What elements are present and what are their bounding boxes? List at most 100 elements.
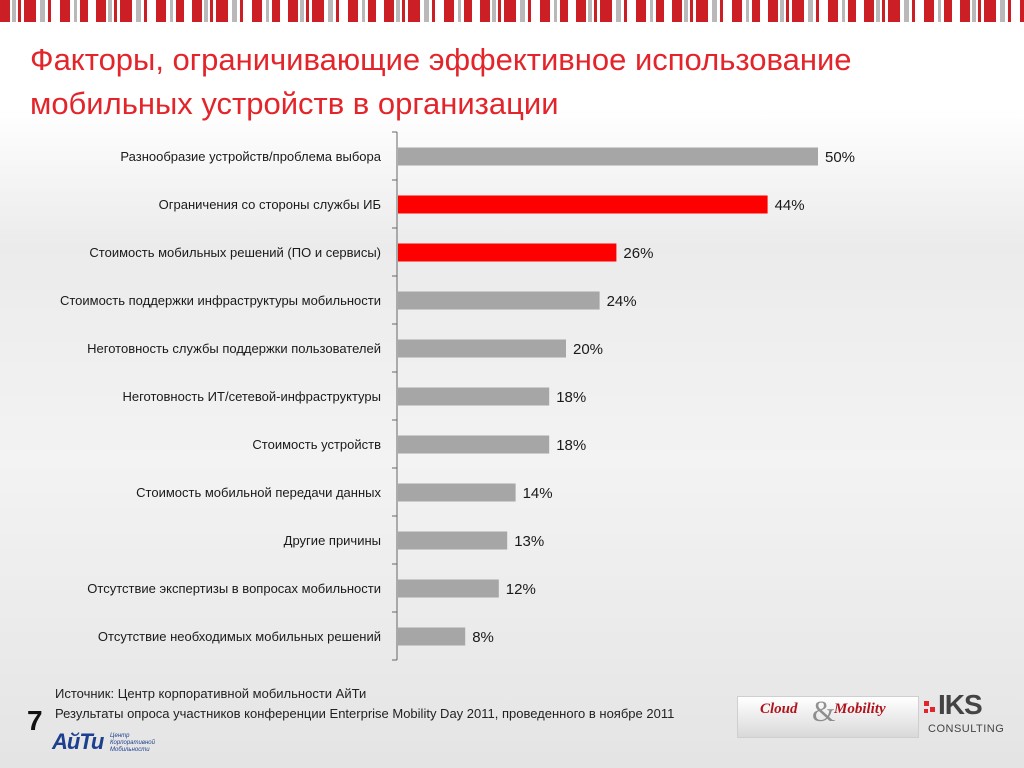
stripe-segment — [848, 0, 856, 22]
stripe-segment — [444, 0, 454, 22]
category-label: Другие причины — [284, 533, 381, 548]
stripe-segment — [924, 0, 934, 22]
bar — [398, 339, 566, 358]
stripe-segment — [24, 0, 36, 22]
stripe-segment — [272, 0, 280, 22]
value-label: 14% — [523, 485, 553, 502]
stripe-segment — [888, 0, 900, 22]
stripe-segment — [204, 0, 208, 22]
stripe-segment — [492, 0, 496, 22]
stripe-segment — [136, 0, 141, 22]
title-line-2: мобильных устройств в организации — [30, 86, 559, 121]
value-label: 20% — [573, 341, 603, 358]
cloud-logo-word-cloud: Cloud — [760, 701, 798, 717]
stripe-segment — [960, 0, 970, 22]
stripe-segment — [842, 0, 845, 22]
stripe-segment — [60, 0, 70, 22]
cloud-mobility-logo: Cloud & Mobility — [737, 695, 919, 738]
stripe-segment — [170, 0, 173, 22]
category-label: Стоимость мобильной передачи данных — [136, 485, 381, 500]
value-label: 18% — [556, 437, 586, 454]
stripe-segment — [650, 0, 653, 22]
stripe-segment — [696, 0, 708, 22]
stripe-segment — [594, 0, 597, 22]
bar — [398, 531, 508, 550]
stripe-segment — [828, 0, 838, 22]
value-labels-group: 50% 44% 26% 24% 20% 18% 18% 14% 13% 12% 8% — [472, 149, 855, 646]
stripe-segment — [408, 0, 420, 22]
iks-logo-word: IKS — [938, 689, 983, 720]
source-note: Источник: Центр корпоративной мобильност… — [55, 684, 674, 724]
stripe-segment — [690, 0, 693, 22]
iks-consulting-logo: IKS CONSULTING — [924, 689, 1004, 739]
stripe-segment — [528, 0, 531, 22]
bars-group — [398, 147, 818, 646]
stripe-segment — [882, 0, 885, 22]
stripe-segment — [192, 0, 202, 22]
slide-number: 7 — [27, 705, 43, 736]
stripe-segment — [348, 0, 358, 22]
stripe-segment — [732, 0, 742, 22]
category-label: Разнообразие устройств/проблема выбора — [120, 149, 381, 164]
category-label: Отсутствие необходимых мобильных решений — [98, 629, 381, 644]
stripe-segment — [520, 0, 525, 22]
stripe-segment — [752, 0, 760, 22]
stripe-segment — [48, 0, 51, 22]
page-title: Факторы, ограничивающие эффективное испо… — [30, 38, 990, 126]
stripe-segment — [108, 0, 112, 22]
stripe-segment — [972, 0, 976, 22]
title-line-1: Факторы, ограничивающие эффективное испо… — [30, 42, 852, 77]
stripe-segment — [288, 0, 298, 22]
source-line-2: Результаты опроса участников конференции… — [55, 706, 675, 721]
stripe-segment — [176, 0, 184, 22]
stripe-segment — [232, 0, 237, 22]
stripe-segment — [786, 0, 789, 22]
stripe-segment — [114, 0, 117, 22]
source-line-1: Источник: Центр корпоративной мобильност… — [55, 686, 367, 701]
category-label: Неготовность ИТ/сетевой-инфраструктуры — [122, 389, 381, 404]
stripe-segment — [458, 0, 461, 22]
stripe-segment — [362, 0, 365, 22]
bar — [398, 291, 600, 310]
iks-logo-subtitle: CONSULTING — [928, 723, 1005, 735]
value-label: 24% — [607, 293, 637, 310]
stripe-segment — [672, 0, 682, 22]
category-labels-group: Разнообразие устройств/проблема выбора Ог… — [60, 149, 382, 644]
stripe-segment — [336, 0, 339, 22]
value-label: 8% — [472, 629, 494, 646]
value-label: 26% — [623, 245, 653, 262]
stripe-segment — [808, 0, 813, 22]
stripe-segment — [266, 0, 269, 22]
aiti-logo-sub-1: Центр — [110, 733, 130, 739]
stripe-segment — [504, 0, 516, 22]
cloud-logo-ampersand: & — [812, 695, 836, 728]
stripe-segment — [306, 0, 309, 22]
stripe-segment — [300, 0, 304, 22]
stripe-segment — [624, 0, 627, 22]
category-label: Стоимость мобильных решений (ПО и сервис… — [89, 245, 381, 260]
bar — [398, 195, 768, 214]
value-label: 18% — [556, 389, 586, 406]
stripe-segment — [40, 0, 45, 22]
stripe-segment — [18, 0, 21, 22]
stripe-segment — [402, 0, 405, 22]
stripe-segment — [600, 0, 612, 22]
stripe-segment — [944, 0, 952, 22]
stripe-segment — [554, 0, 557, 22]
stripe-segment — [432, 0, 435, 22]
stripe-segment — [0, 0, 10, 22]
stripe-segment — [684, 0, 688, 22]
stripe-segment — [12, 0, 16, 22]
stripe-segment — [1020, 0, 1024, 22]
aiti-logo-subtitle: Центр Корпоративной Мобильности — [110, 733, 155, 754]
stripe-segment — [864, 0, 874, 22]
stripe-segment — [616, 0, 621, 22]
category-label: Ограничения со стороны службы ИБ — [159, 197, 381, 212]
stripe-segment — [384, 0, 394, 22]
bar — [398, 483, 516, 502]
stripe-segment — [636, 0, 646, 22]
category-label: Отсутствие экспертизы в вопросах мобильн… — [87, 581, 381, 596]
stripe-segment — [464, 0, 472, 22]
bar — [398, 243, 617, 262]
stripe-segment — [396, 0, 400, 22]
